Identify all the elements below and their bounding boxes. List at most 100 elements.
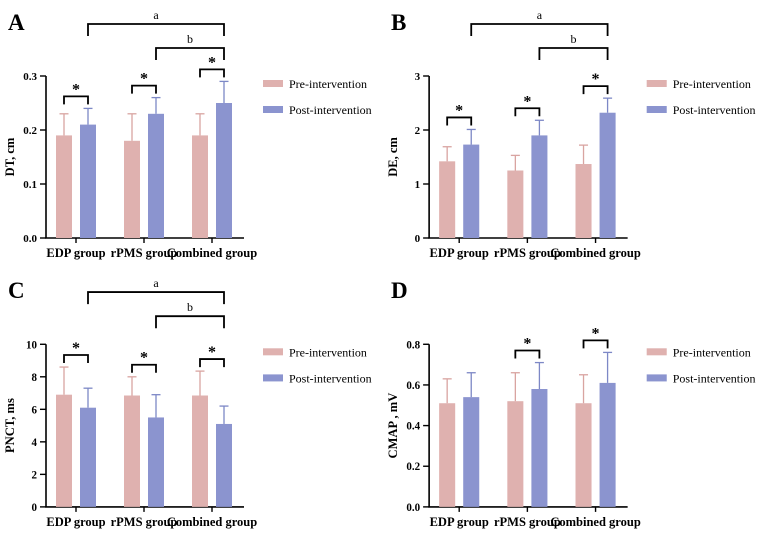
bar-pre	[575, 403, 592, 507]
sig-star: *	[140, 350, 148, 367]
sig-bracket-a	[87, 23, 225, 36]
sig-bracket-label: a	[153, 276, 159, 290]
sig-bracket-b	[155, 315, 225, 329]
sig-pair-bracket	[582, 85, 609, 95]
bar-pre	[439, 403, 456, 507]
y-tick-label: 6	[31, 404, 37, 416]
chart-panel-a: A 0.0 0.1 0.2 0.3 DT, cm EDP group rPMS groupCo…	[3, 8, 372, 260]
sig-pair-bracket	[199, 68, 225, 78]
y-axis-title: DE, cm	[386, 137, 400, 177]
sig-pair-bracket	[514, 107, 541, 117]
legend-label-pre: Pre-intervention	[673, 345, 751, 359]
y-tick-label: 0	[31, 502, 37, 514]
legend-swatch-post	[646, 106, 667, 113]
y-tick-label: 0.2	[23, 125, 37, 137]
sig-pair-bracket	[199, 358, 225, 368]
category-label: Combined group	[550, 515, 641, 529]
legend-swatch-post	[263, 374, 283, 382]
y-tick-label: 0.0	[406, 502, 420, 514]
legend-label-pre: Pre-intervention	[289, 345, 367, 359]
panel-a: A 0.0 0.1 0.2 0.3 DT, cm EDP group rPMS group Co…	[0, 0, 383, 268]
legend-swatch-pre	[263, 348, 283, 356]
sig-pair-bracket	[131, 363, 157, 373]
legend-swatch-pre	[263, 80, 283, 87]
sig-star: *	[523, 93, 531, 110]
panel-letter-label: C	[8, 277, 25, 303]
sig-bracket-a	[470, 23, 609, 36]
bar-post	[599, 112, 616, 238]
sig-bracket-a	[87, 291, 225, 305]
sig-star: *	[208, 54, 216, 71]
y-tick-label: 0.2	[406, 461, 420, 473]
category-label: rPMS group	[494, 515, 561, 529]
sig-pair-bracket	[63, 354, 89, 364]
bar-pre	[56, 135, 72, 238]
chart-panel-c: C 0 2 4 6 8 10 PNCT, ms EDP group rPMS groupCombi…	[3, 276, 372, 529]
bar-pre	[507, 401, 524, 507]
sig-bracket-b	[155, 47, 225, 60]
bar-post	[463, 144, 480, 238]
category-label: rPMS group	[111, 515, 178, 529]
y-tick-label: 0.8	[406, 339, 420, 351]
y-tick-label: 2	[415, 125, 421, 137]
sig-bracket-label: a	[153, 8, 159, 22]
y-tick-label: 3	[415, 71, 421, 83]
sig-star: *	[455, 102, 463, 119]
sig-pair-bracket	[514, 349, 541, 359]
sig-bracket-label: b	[187, 32, 193, 46]
bar-pre	[575, 164, 592, 238]
legend-swatch-post	[646, 374, 667, 382]
category-label: EDP group	[46, 515, 105, 529]
bar-pre	[192, 135, 208, 238]
legend-swatch-post	[263, 106, 283, 113]
category-label: Combined group	[167, 246, 257, 260]
y-tick-label: 0.1	[23, 179, 37, 191]
sig-bracket-label: b	[570, 32, 576, 46]
y-axis-title: CMAP , mV	[386, 393, 400, 459]
bar-post	[148, 113, 164, 238]
bar-post	[216, 423, 232, 507]
panel-letter-label: D	[391, 277, 408, 303]
y-tick-label: 10	[26, 339, 37, 351]
y-tick-label: 1	[415, 179, 421, 191]
category-label: rPMS group	[111, 246, 178, 260]
y-axis-title: PNCT, ms	[3, 398, 17, 453]
y-tick-label: 0.0	[23, 233, 37, 245]
sig-star: *	[523, 336, 531, 353]
y-tick-label: 0.4	[406, 421, 420, 433]
bar-pre	[124, 395, 140, 507]
y-tick-label: 0	[415, 233, 421, 245]
y-axis-title: DT, cm	[3, 137, 17, 176]
bar-post	[148, 417, 164, 507]
sig-star: *	[208, 344, 216, 361]
bar-pre	[192, 395, 208, 507]
sig-star: *	[592, 71, 600, 88]
panel-letter-label: A	[8, 10, 25, 35]
panel-b: B 0 1 2 3 DE, cm EDP group rPMS group Combined g…	[383, 0, 767, 268]
bar-pre	[124, 140, 140, 238]
bar-post	[531, 135, 548, 238]
category-label: Combined group	[167, 515, 257, 529]
category-label: rPMS group	[494, 246, 561, 260]
sig-pair-bracket	[446, 116, 473, 126]
y-tick-label: 4	[31, 437, 37, 449]
sig-star: *	[72, 340, 80, 357]
chart-panel-d: D 0.0 0.2 0.4 0.6 0.8 CMAP , mV EDP group rPMS g…	[386, 277, 755, 529]
legend-label-post: Post-intervention	[289, 371, 372, 385]
bar-post	[80, 124, 96, 238]
legend-label-pre: Pre-intervention	[673, 77, 751, 91]
panel-letter-label: B	[391, 9, 406, 35]
bar-pre	[507, 170, 524, 238]
y-tick-label: 0.6	[406, 380, 420, 392]
panel-d: D 0.0 0.2 0.4 0.6 0.8 CMAP , mV EDP group rPMS g…	[383, 268, 767, 537]
panel-c: C 0 2 4 6 8 10 PNCT, ms EDP group rPMS group Combi…	[0, 268, 383, 537]
bar-post	[531, 388, 548, 507]
sig-pair-bracket	[582, 339, 609, 349]
legend-label-pre: Pre-intervention	[289, 77, 367, 91]
sig-pair-bracket	[131, 84, 157, 94]
y-tick-label: 8	[31, 372, 37, 384]
bar-post	[463, 397, 480, 507]
sig-bracket-label: a	[537, 8, 543, 22]
sig-bracket-label: b	[187, 300, 193, 314]
bar-pre	[439, 161, 456, 238]
